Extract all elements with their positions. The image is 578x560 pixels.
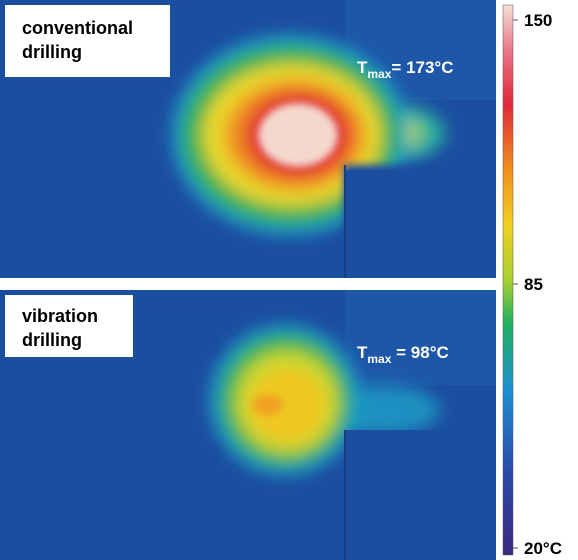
colorbar-tick-label: 85 (524, 275, 543, 294)
colorbar (503, 5, 513, 555)
panel-label: drilling (22, 42, 82, 62)
panel-label: drilling (22, 330, 82, 350)
tmax-subscript: max (367, 352, 391, 366)
figure: conventional drilling Tmax= 173°C vibrat… (0, 0, 578, 560)
tmax-subscript: max (367, 67, 391, 81)
colorbar-axis: 150 85 20°C (513, 11, 562, 558)
label-box (5, 5, 170, 77)
colorbar-tick-label: 20°C (524, 539, 562, 558)
tmax-value: = 98°C (391, 343, 448, 362)
tmax-value: = 173°C (391, 58, 453, 77)
panel-label: conventional (22, 18, 133, 38)
colorbar-tick-label: 150 (524, 11, 552, 30)
panel-label: vibration (22, 306, 98, 326)
tmax-symbol: T (357, 58, 368, 77)
tmax-symbol: T (357, 343, 368, 362)
